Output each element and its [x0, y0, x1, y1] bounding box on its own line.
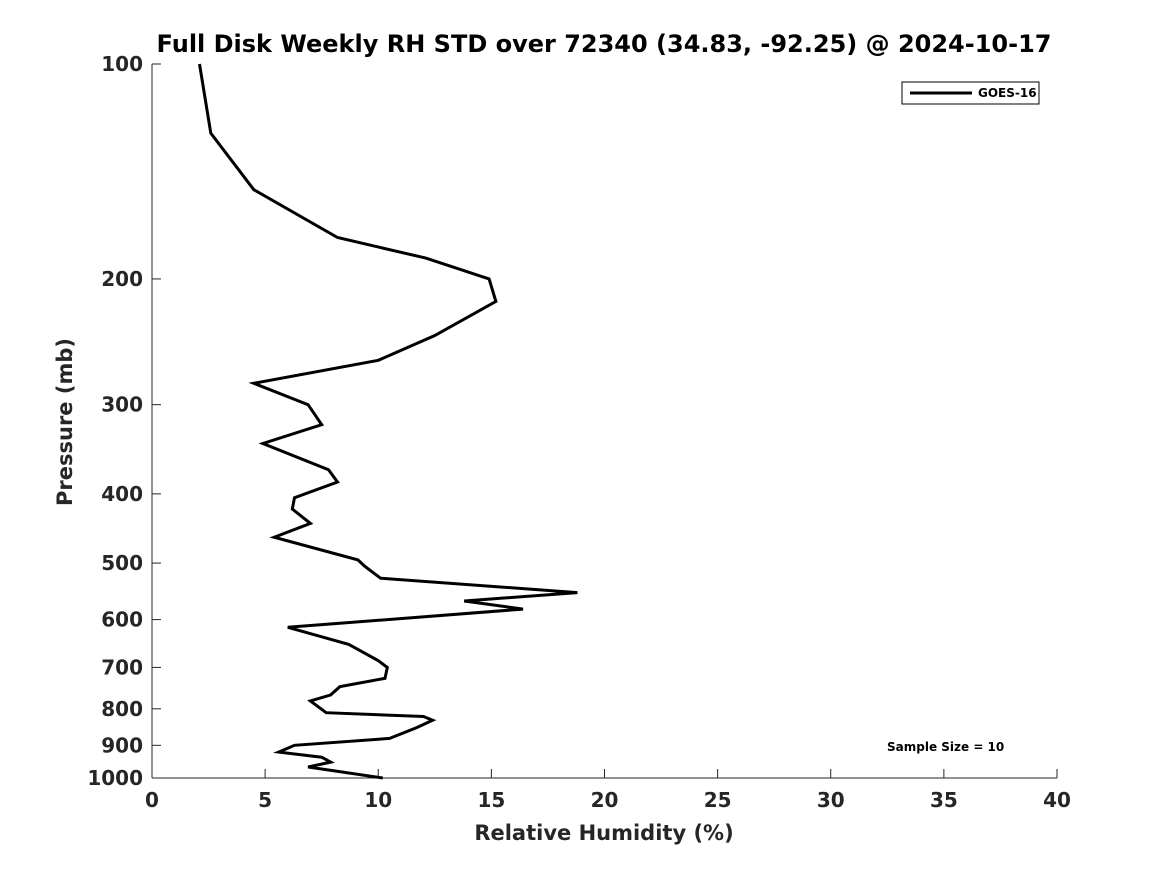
y-tick-label: 700: [101, 655, 143, 679]
y-tick-label: 400: [101, 482, 143, 506]
y-tick-label: 800: [101, 697, 143, 721]
x-tick-label: 10: [364, 788, 392, 812]
x-tick-label: 15: [477, 788, 505, 812]
y-tick-label: 500: [101, 551, 143, 575]
y-tick-label: 100: [101, 52, 143, 76]
y-tick-label: 200: [101, 267, 143, 291]
x-tick-label: 30: [817, 788, 845, 812]
y-tick-label: 300: [101, 393, 143, 417]
y-tick-label: 900: [101, 733, 143, 757]
x-tick-label: 20: [591, 788, 619, 812]
x-tick-label: 40: [1043, 788, 1071, 812]
x-tick-label: 0: [145, 788, 159, 812]
sample-size-annotation: Sample Size = 10: [887, 740, 1004, 754]
y-tick-label: 1000: [87, 766, 143, 790]
y-tick-label: 600: [101, 608, 143, 632]
legend-series-label: GOES-16: [978, 86, 1037, 100]
legend: GOES-16: [901, 81, 1040, 105]
chart-title: Full Disk Weekly RH STD over 72340 (34.8…: [157, 30, 1052, 58]
x-tick-label: 25: [704, 788, 732, 812]
x-tick-label: 5: [258, 788, 272, 812]
series-line-0: [198, 63, 578, 780]
y-axis-label: Pressure (mb): [53, 338, 77, 506]
x-axis-label: Relative Humidity (%): [474, 821, 733, 845]
x-tick-label: 35: [930, 788, 958, 812]
